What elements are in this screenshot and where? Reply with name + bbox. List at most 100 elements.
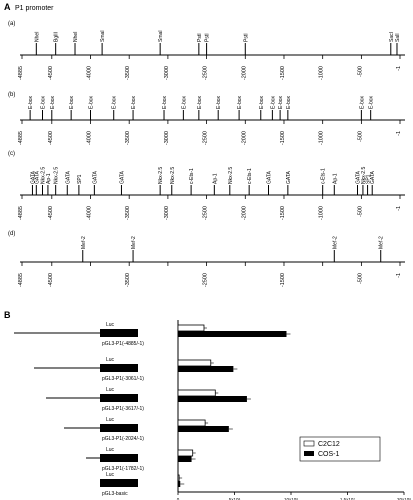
track-b-label: (b) [8, 92, 15, 98]
bar-cos1 [178, 456, 192, 462]
axis-tick-label: -1500 [280, 66, 286, 80]
tf-site-label: Ap-1 [46, 173, 52, 184]
axis-tick-label: -1 [396, 206, 402, 211]
axis-tick-label: -4000 [86, 131, 92, 145]
construct-name: pGL3-P1(-2024/-1) [102, 436, 144, 442]
bar-c2c12 [177, 474, 180, 482]
luciferase-box [100, 364, 138, 372]
bar-cos1 [178, 426, 229, 432]
x-tick-label: 0 [177, 497, 180, 500]
axis-tick-label: -4885 [18, 131, 24, 145]
construct-name: pGL3-basic [102, 491, 128, 497]
panel-a-letter: A [4, 2, 11, 12]
axis-tick-label: -1000 [319, 66, 325, 80]
axis-tick-label: -1000 [319, 206, 325, 220]
luciferase-box [100, 424, 138, 432]
restriction-site-label: SalI [395, 33, 401, 42]
e-box-label: E-box [69, 95, 75, 109]
axis-tick-label: -2000 [241, 206, 247, 220]
tf-site-label: Nkx-2.5 [41, 167, 47, 184]
mef2-site-label: Mef-2 [379, 236, 385, 249]
e-box-label: E-box [270, 95, 276, 109]
e-box-label: E-box [162, 95, 168, 109]
e-box-label: E-box [237, 95, 243, 109]
axis-tick-label: -4000 [86, 66, 92, 80]
axis-tick-label: -4885 [18, 273, 24, 287]
e-box-label: E-box [181, 95, 187, 109]
e-box-label: E-box [359, 95, 365, 109]
axis-tick-label: -2500 [203, 131, 209, 145]
e-box-label: E-box [197, 95, 203, 109]
legend-swatch-cos1 [304, 451, 314, 456]
axis-tick-label: -1000 [319, 131, 325, 145]
tf-site-label: GATA [30, 170, 36, 184]
tf-site-label: GATA [370, 170, 376, 184]
axis-tick-label: -1500 [280, 273, 286, 287]
tf-site-label: GATA [286, 170, 292, 184]
axis-tick-label: -3000 [164, 206, 170, 220]
axis-tick-label: -2000 [241, 131, 247, 145]
axis-tick-label: -2000 [241, 66, 247, 80]
bar-cos1 [178, 366, 234, 372]
axis-tick-label: -3500 [125, 131, 131, 145]
e-box-label: E-box [216, 95, 222, 109]
bar-c2c12 [177, 389, 216, 397]
restriction-site-label: PstI [197, 33, 203, 42]
e-box-label: E-box [286, 95, 292, 109]
bar-cos1 [178, 331, 287, 337]
axis-tick-label: -500 [357, 273, 363, 284]
track-c-label: (c) [8, 151, 15, 157]
axis-tick-label: -500 [357, 131, 363, 142]
panel-b-letter: B [4, 310, 11, 320]
tf-site-label: SP1 [366, 174, 372, 184]
e-box-label: E-box [278, 95, 284, 109]
legend-swatch-c2c12 [303, 440, 315, 447]
tf-site-label: GATA [267, 170, 273, 184]
luc-label: Luc [106, 472, 115, 478]
luc-label: Luc [106, 417, 115, 423]
e-box-label: E-box [259, 95, 265, 109]
luc-label: Luc [106, 357, 115, 363]
axis-tick-label: -3500 [125, 206, 131, 220]
mef2-site-label: Mef-2 [332, 236, 338, 249]
axis-tick-label: -500 [357, 66, 363, 77]
restriction-site-label: NheI [34, 31, 40, 42]
tf-site-label: GATA [34, 170, 40, 184]
x-tick-label: 5x10⁶ [229, 497, 241, 500]
e-box-label: E-box [41, 95, 47, 109]
axis-tick-label: -4500 [48, 273, 54, 287]
construct-diagrams: Luc pGL3-P1(-4885/-1) Luc pGL3-P1(-3061/-1)… [14, 322, 144, 497]
axis-tick-label: -1 [396, 131, 402, 136]
tf-site-label: c-Ets-1 [247, 168, 253, 184]
tf-site-label: GATA [65, 170, 71, 184]
x-tick-label: 1.5x10⁷ [340, 497, 356, 500]
luciferase-box [100, 479, 138, 487]
legend-label-c2c12: C2C12 [318, 441, 340, 448]
axis-tick-label: -1 [396, 66, 402, 71]
construct-name: pGL3-P1(-3617/-1) [102, 406, 144, 412]
tf-site-label: c-Ets-1 [189, 168, 195, 184]
luc-label: Luc [106, 447, 115, 453]
track-a-label: (a) [8, 21, 15, 27]
restriction-site-label: SmaI [100, 30, 106, 42]
tf-site-label: SP1 [77, 174, 83, 184]
bar-cos1 [178, 396, 247, 402]
bar-cos1 [178, 481, 181, 487]
axis-tick-label: -2500 [203, 66, 209, 80]
track-d-label: (d) [8, 231, 15, 237]
panel-a-title: P1 promoter [15, 5, 54, 12]
bar-c2c12 [177, 324, 205, 332]
axis-tick-label: -4000 [86, 206, 92, 220]
legend-label-cos1: COS-1 [318, 451, 340, 458]
luc-label: Luc [106, 387, 115, 393]
axis-tick-label: -1500 [280, 206, 286, 220]
x-tick-label: 20x10⁶ [397, 497, 411, 500]
tf-site-label: Nkx-2.5 [170, 167, 176, 184]
restriction-site-label: SacI [389, 32, 395, 42]
construct-name: pGL3-P1(-3061/-1) [102, 376, 144, 382]
e-box-label: E-box [369, 95, 375, 109]
e-box-label: E-box [131, 95, 137, 109]
axis-tick-label: -2500 [203, 273, 209, 287]
tf-site-label: Nkx-2.5 [158, 167, 164, 184]
